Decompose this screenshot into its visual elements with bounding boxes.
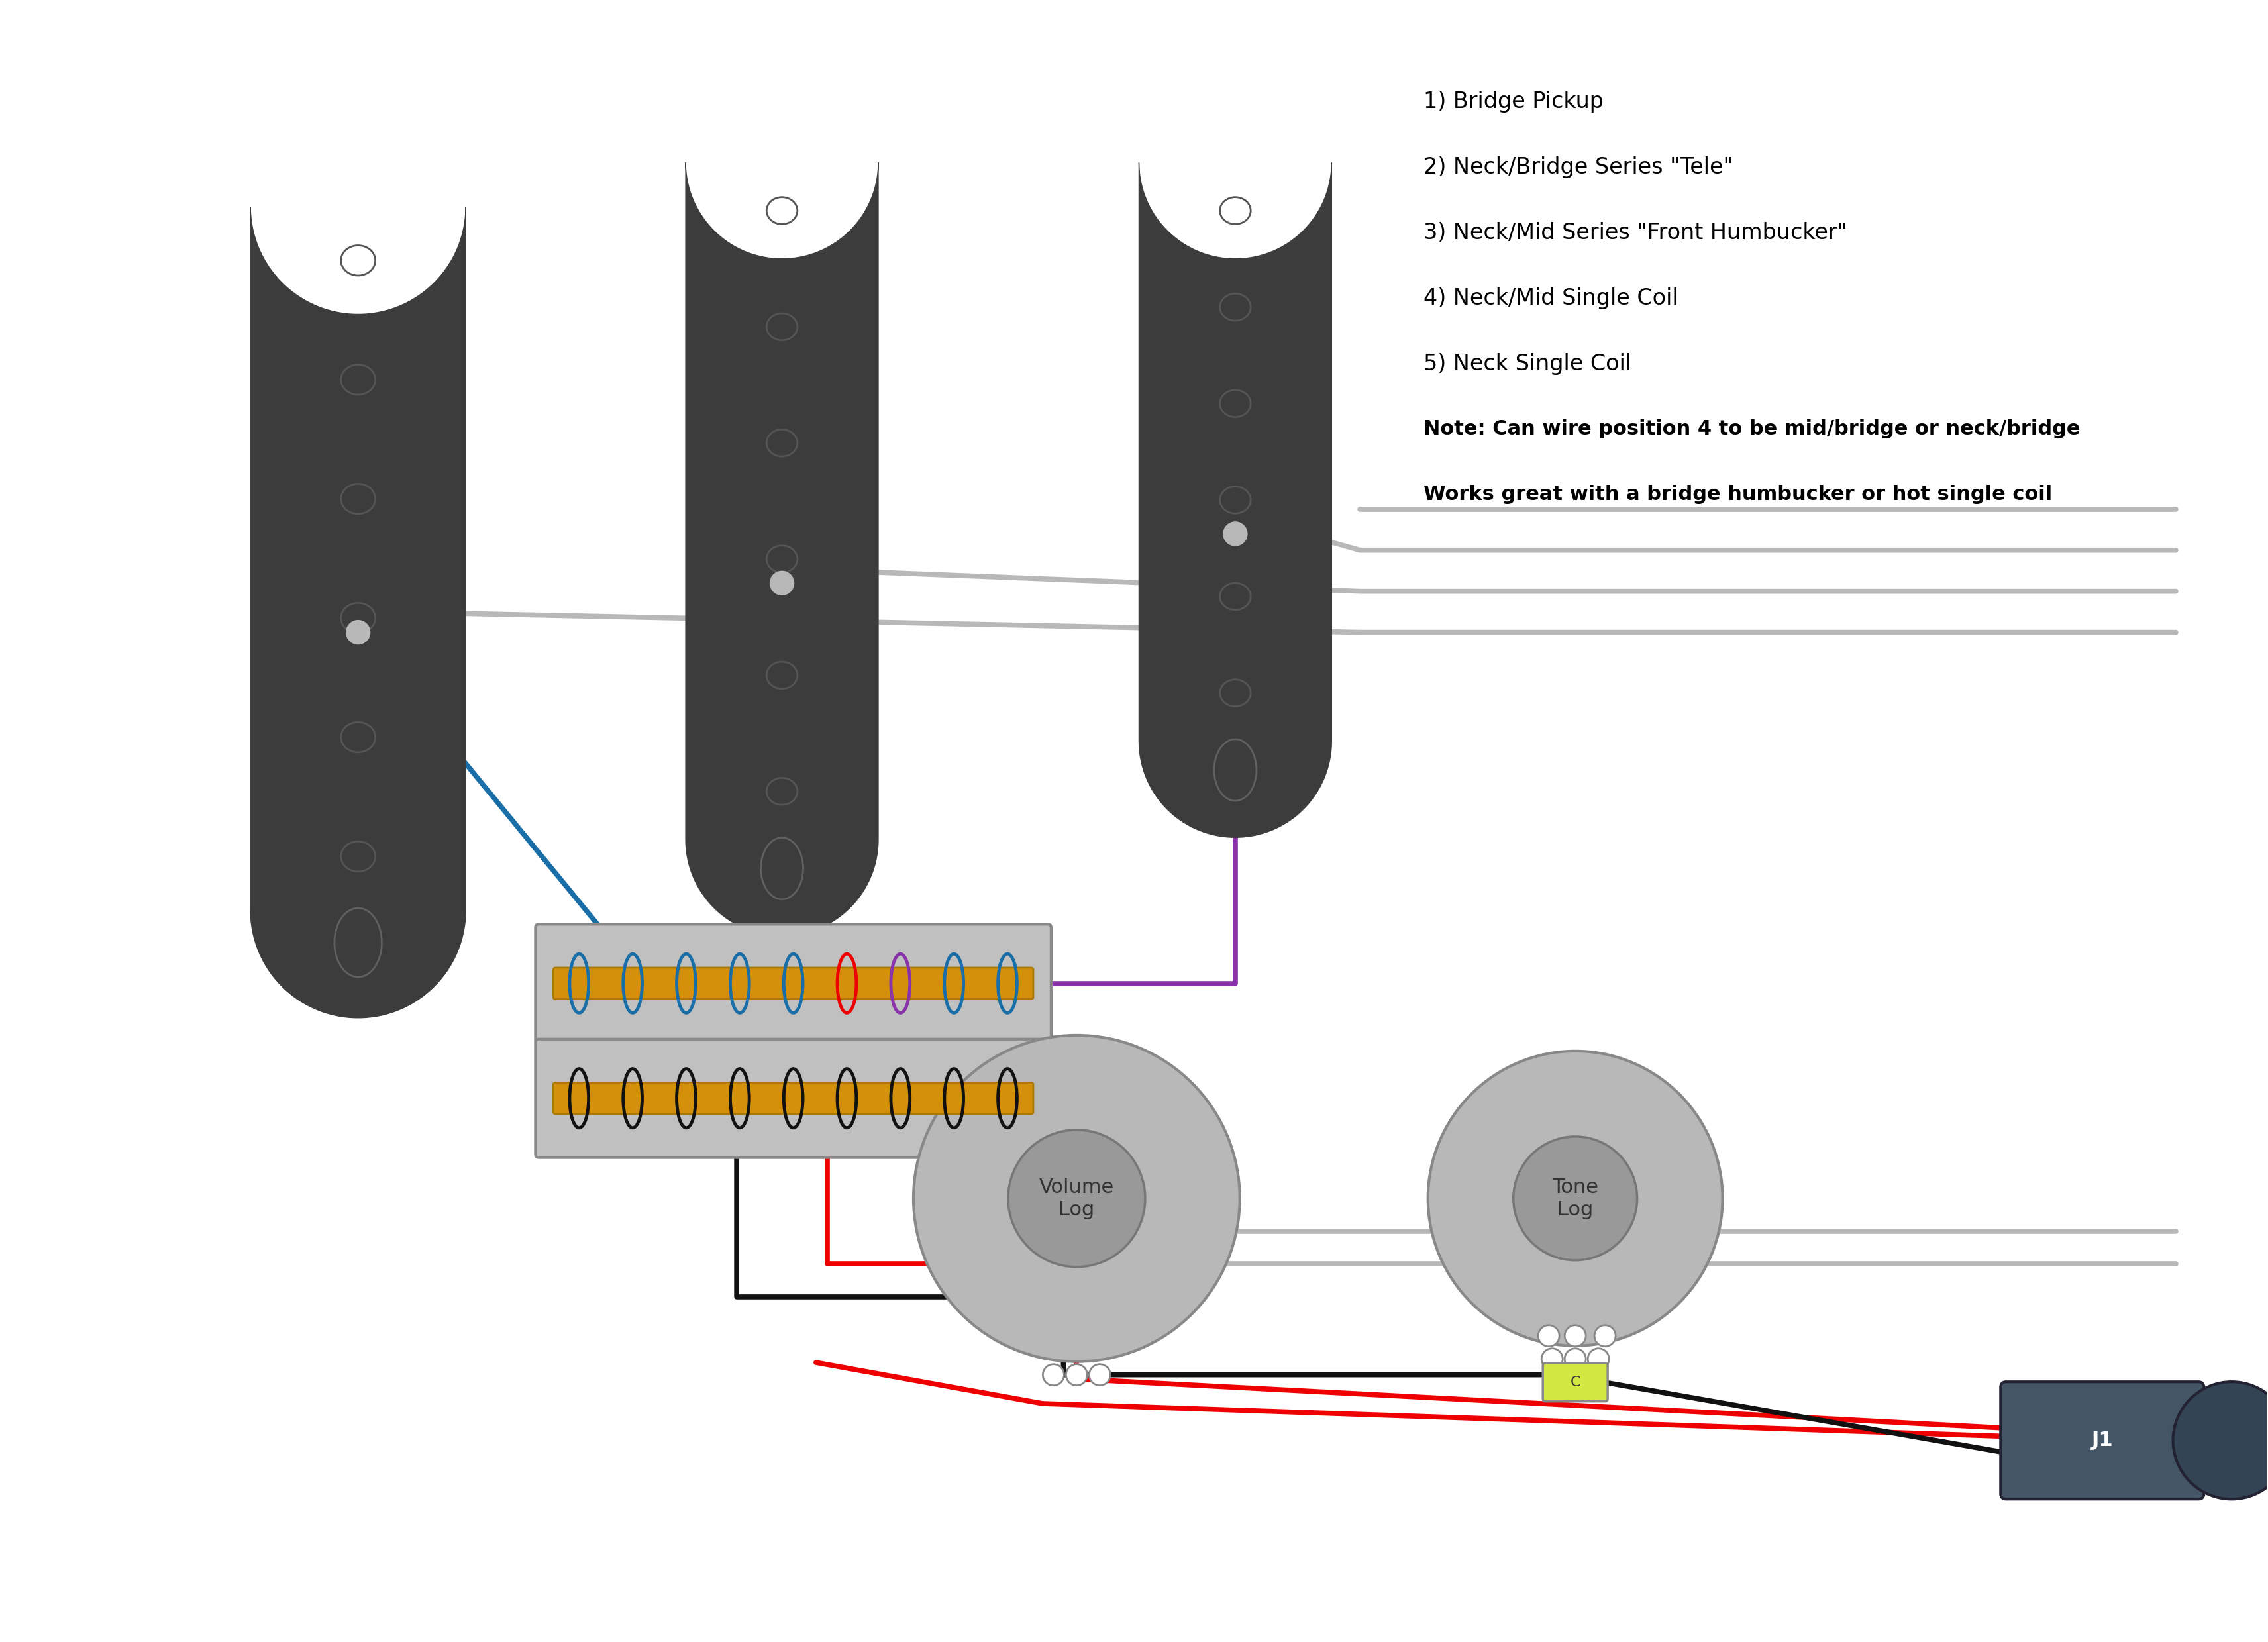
Text: 1) Bridge Pickup: 1) Bridge Pickup <box>1424 90 1603 113</box>
Circle shape <box>1542 1348 1563 1369</box>
Text: Volume
Log: Volume Log <box>1039 1177 1114 1218</box>
Text: Works great with a bridge humbucker or hot single coil: Works great with a bridge humbucker or h… <box>1424 484 2053 504</box>
Circle shape <box>1222 522 1247 545</box>
Circle shape <box>1594 1325 1615 1346</box>
Circle shape <box>914 1034 1241 1361</box>
FancyBboxPatch shape <box>535 924 1050 1043</box>
Polygon shape <box>1139 163 1331 837</box>
Text: C: C <box>1569 1376 1581 1389</box>
Text: Tone
Log: Tone Log <box>1551 1177 1599 1218</box>
Circle shape <box>2173 1383 2268 1499</box>
Text: 5) Neck Single Coil: 5) Neck Single Coil <box>1424 353 1631 374</box>
Circle shape <box>771 571 794 594</box>
Circle shape <box>347 621 370 644</box>
Ellipse shape <box>760 103 803 164</box>
Text: J1: J1 <box>2091 1430 2114 1450</box>
Text: 3) Neck/Mid Series "Front Humbucker": 3) Neck/Mid Series "Front Humbucker" <box>1424 222 1848 245</box>
Text: 2) Neck/Bridge Series "Tele": 2) Neck/Bridge Series "Tele" <box>1424 156 1733 179</box>
FancyBboxPatch shape <box>553 1082 1034 1113</box>
Circle shape <box>1565 1325 1585 1346</box>
Ellipse shape <box>333 140 381 209</box>
Circle shape <box>1429 1051 1724 1346</box>
Circle shape <box>1538 1325 1560 1346</box>
Text: 4) Neck/Mid Single Coil: 4) Neck/Mid Single Coil <box>1424 287 1678 310</box>
FancyBboxPatch shape <box>1542 1363 1608 1401</box>
Polygon shape <box>685 163 878 936</box>
Circle shape <box>1565 1348 1585 1369</box>
Ellipse shape <box>1213 103 1256 164</box>
FancyBboxPatch shape <box>553 967 1034 1000</box>
Circle shape <box>1513 1136 1637 1261</box>
Circle shape <box>1066 1365 1086 1386</box>
Polygon shape <box>249 207 465 1018</box>
Circle shape <box>1007 1130 1145 1268</box>
Circle shape <box>1588 1348 1608 1369</box>
Circle shape <box>1089 1365 1111 1386</box>
FancyBboxPatch shape <box>2000 1383 2204 1499</box>
FancyBboxPatch shape <box>535 1039 1050 1158</box>
Circle shape <box>1043 1365 1064 1386</box>
Text: Note: Can wire position 4 to be mid/bridge or neck/bridge: Note: Can wire position 4 to be mid/brid… <box>1424 419 2080 438</box>
